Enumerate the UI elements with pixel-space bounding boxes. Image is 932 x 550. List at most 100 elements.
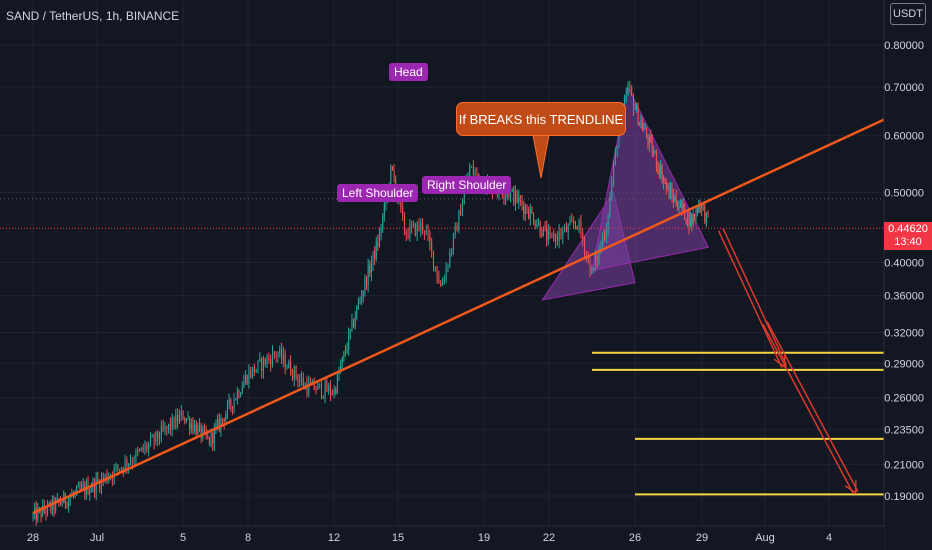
- trendline-callout[interactable]: If BREAKS this TRENDLINE: [456, 102, 626, 136]
- candle-body: [168, 423, 170, 429]
- candle-body: [662, 180, 664, 182]
- currency-badge[interactable]: USDT: [890, 3, 926, 25]
- candle-body: [418, 223, 420, 230]
- candle-body: [313, 380, 315, 390]
- candle-body: [266, 357, 268, 365]
- candle-body: [315, 389, 317, 391]
- candle-body: [514, 191, 516, 204]
- candle-body: [175, 414, 177, 428]
- candle-body: [668, 185, 670, 199]
- candle-body: [689, 216, 691, 227]
- y-tick-label: 0.60000: [884, 130, 924, 142]
- candle-body: [301, 378, 303, 380]
- head-label[interactable]: Head: [389, 63, 428, 81]
- candle-body: [37, 508, 39, 520]
- left-shoulder-label[interactable]: Left Shoulder: [337, 184, 419, 202]
- candle-body: [273, 351, 275, 355]
- candle-body: [518, 196, 520, 203]
- candle-body: [157, 431, 159, 440]
- candle-body: [510, 190, 512, 197]
- candle-body: [670, 189, 672, 199]
- candle-body: [614, 149, 616, 164]
- candle-body: [343, 351, 345, 358]
- candle-body: [199, 424, 201, 426]
- candle-body: [235, 399, 237, 401]
- candle-body: [521, 200, 523, 206]
- candle-body: [472, 166, 474, 175]
- candle-body: [702, 204, 704, 207]
- projection-arrow-shaft: [766, 321, 859, 492]
- y-tick-label: 0.80000: [884, 40, 924, 52]
- candle-body: [362, 291, 364, 298]
- candle-body: [336, 374, 338, 393]
- candle-body: [438, 277, 440, 284]
- candle-body: [405, 232, 407, 235]
- candle-body: [187, 418, 189, 420]
- candle-body: [631, 87, 633, 96]
- candle-body: [551, 232, 553, 234]
- candle-body: [160, 426, 162, 439]
- candle-body: [291, 374, 293, 379]
- candle-body: [177, 414, 179, 423]
- candle-body: [159, 438, 161, 440]
- candle-body: [420, 223, 422, 230]
- candle-body: [505, 194, 507, 198]
- candle-body: [94, 480, 96, 493]
- candle-body: [691, 216, 693, 225]
- candle-body: [367, 265, 369, 287]
- candle-body: [560, 231, 562, 237]
- candle-body: [148, 443, 150, 450]
- candle-body: [297, 377, 299, 382]
- candle-body: [282, 354, 284, 360]
- y-tick-label: 0.26000: [884, 393, 924, 405]
- candle-body: [565, 226, 567, 233]
- candle-body: [618, 132, 620, 148]
- candle-body: [295, 366, 297, 378]
- candle-body: [151, 436, 153, 438]
- candle-body: [243, 381, 245, 388]
- candle-body: [81, 486, 83, 490]
- candle-body: [335, 389, 337, 393]
- candle-body: [574, 224, 576, 226]
- projection-arrow-shaft: [762, 323, 855, 495]
- candle-body: [302, 378, 304, 387]
- candle-body: [230, 399, 232, 406]
- candle-body: [210, 432, 212, 445]
- y-tick-label: 0.21000: [884, 460, 924, 472]
- candle-body: [171, 417, 173, 430]
- candle-body: [400, 198, 402, 208]
- candle-body: [594, 256, 596, 268]
- candle-body: [607, 216, 609, 231]
- right-shoulder-label[interactable]: Right Shoulder: [422, 176, 512, 194]
- candle-body: [340, 365, 342, 373]
- projection-arrow-shaft: [722, 228, 788, 366]
- candle-body: [508, 193, 510, 197]
- candle-body: [513, 189, 515, 204]
- candle-body: [623, 98, 625, 109]
- candle-body: [578, 220, 580, 229]
- candle-body: [304, 384, 306, 387]
- candle-body: [79, 486, 81, 490]
- candle-body: [126, 460, 128, 467]
- candle-body: [155, 431, 157, 443]
- candle-body: [124, 460, 126, 471]
- candle-body: [414, 223, 416, 236]
- candle-body: [647, 136, 649, 145]
- candle-body: [55, 499, 57, 510]
- candle-body: [648, 136, 650, 145]
- candle-body: [555, 235, 557, 242]
- candle-body: [328, 386, 330, 392]
- candle-body: [688, 212, 690, 227]
- candle-body: [375, 241, 377, 259]
- candle-body: [104, 474, 106, 479]
- candle-body: [250, 370, 252, 377]
- candle-body: [687, 212, 689, 222]
- candle-body: [523, 205, 525, 214]
- candle-body: [180, 411, 182, 416]
- candle-body: [272, 351, 274, 365]
- candle-body: [35, 507, 37, 520]
- candle-body: [422, 223, 424, 231]
- candle-body: [443, 278, 445, 283]
- candle-body: [413, 223, 415, 226]
